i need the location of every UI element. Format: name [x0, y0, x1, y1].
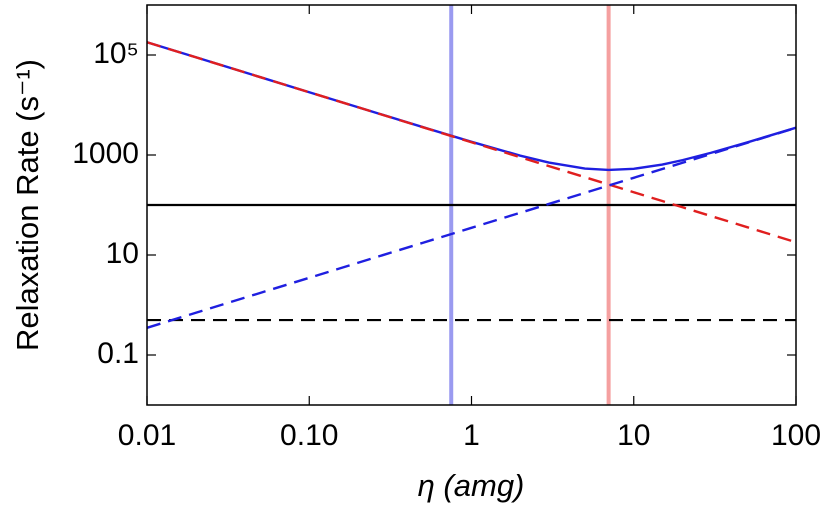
x-tick-label: 1: [463, 419, 480, 452]
x-tick-label: 10: [617, 419, 650, 452]
y-tick-label: 1000: [72, 137, 139, 170]
x-axis-title: η (amg): [418, 468, 525, 503]
y-tick-label: 10: [106, 237, 139, 270]
y-tick-label: 10⁵: [93, 37, 139, 70]
series-line: [146, 41, 797, 244]
series-line: [146, 126, 797, 329]
y-axis-title: Relaxation Rate (s⁻¹): [10, 59, 45, 351]
y-tick-label: 0.1: [97, 337, 139, 370]
x-tick-label: 0.01: [118, 419, 176, 452]
series-line: [146, 41, 797, 172]
x-tick-label: 0.10: [280, 419, 338, 452]
x-tick-label: 100: [771, 419, 821, 452]
